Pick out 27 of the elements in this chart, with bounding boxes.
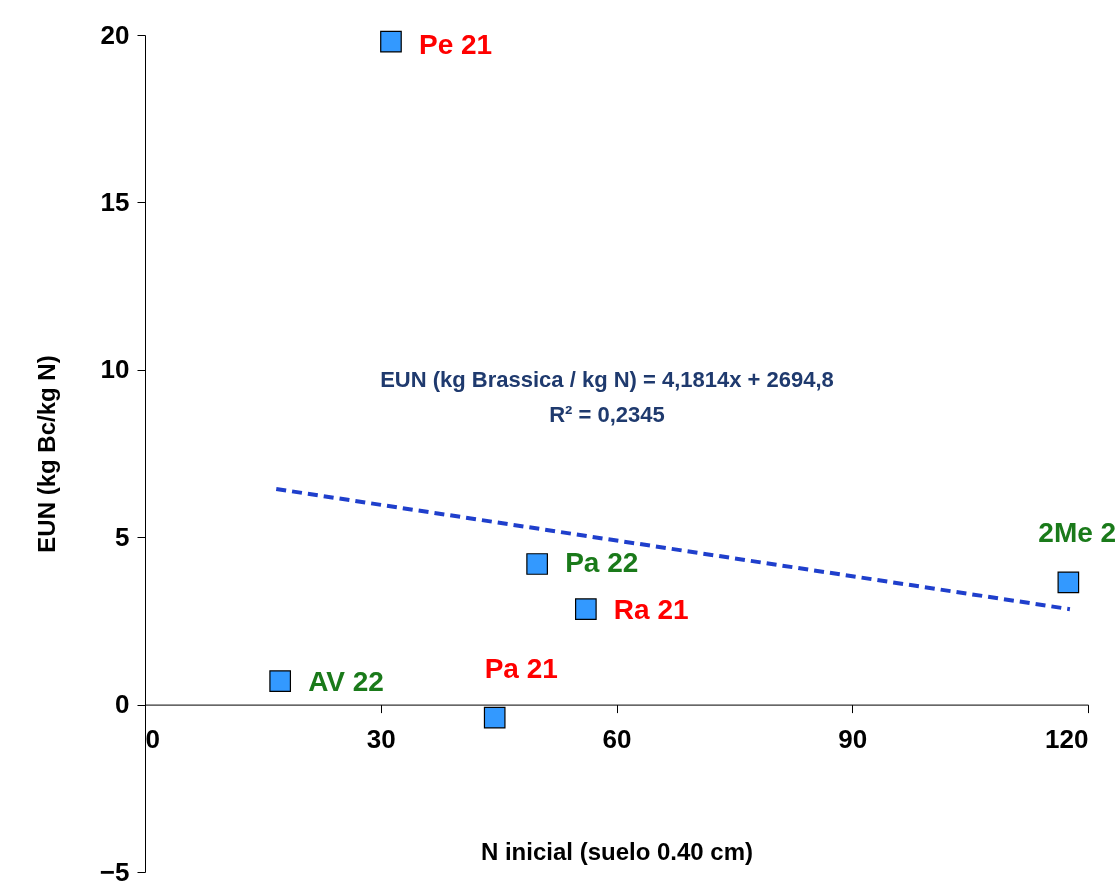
data-label: AV 22 <box>308 666 384 698</box>
y-tick-label: 5 <box>115 521 130 552</box>
y-tick-label: 15 <box>100 186 130 217</box>
point <box>380 30 402 53</box>
point <box>483 706 506 729</box>
data-label: 2Me 2 <box>1038 517 1117 549</box>
y-tick-label: −5 <box>99 856 130 886</box>
x-tick-label: 0 <box>145 724 160 755</box>
y-axis-title: EUN (kg Bc/kg N) <box>32 355 60 553</box>
point <box>269 670 292 693</box>
point <box>1057 571 1080 594</box>
y-tick-label: 20 <box>100 19 130 50</box>
point <box>526 553 548 575</box>
x-tick-label: 120 <box>1045 724 1089 755</box>
x-tick-label: 30 <box>366 724 396 755</box>
data-label: Pe 21 <box>418 28 493 60</box>
annotation: R² = 0,2345 <box>549 402 665 427</box>
data-label: Pa 21 <box>484 652 558 684</box>
data-label: Pa 22 <box>565 546 639 578</box>
y-tick-label: 0 <box>115 689 130 720</box>
x-tick-label: 60 <box>602 724 632 755</box>
y-tick-label: 10 <box>100 354 130 385</box>
annotation: EUN (kg Brassica / kg N) = 4,1814x + 2694,8 <box>380 367 834 392</box>
data-label: Ra 21 <box>613 594 689 626</box>
point <box>575 598 597 621</box>
x-tick-label: 90 <box>838 724 868 755</box>
x-axis-title: N inicial (suelo 0.40 cm) <box>480 837 754 865</box>
